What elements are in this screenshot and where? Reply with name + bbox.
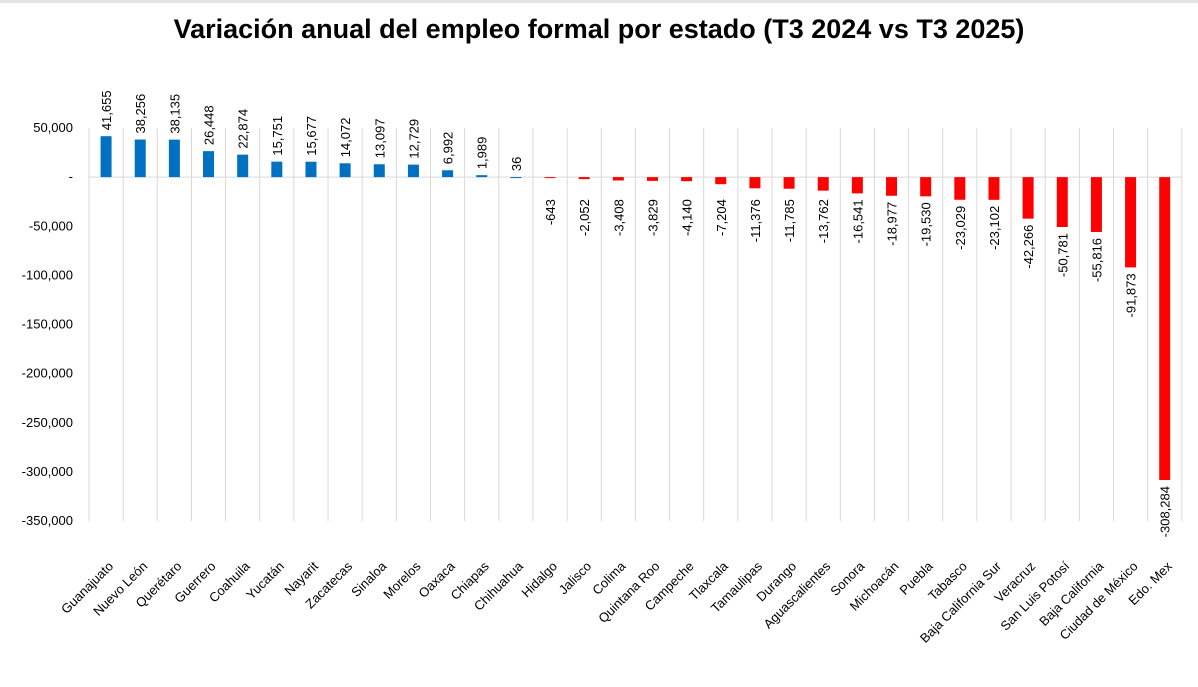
bar-chiapas (476, 175, 488, 178)
bar-ciudad-de-m-xico (1125, 177, 1137, 268)
y-tick-label: 50,000 (33, 120, 73, 135)
y-tick-label: -150,000 (22, 317, 73, 332)
data-label: -23,029 (953, 206, 968, 250)
bar-campeche (681, 177, 693, 182)
data-label: -42,266 (1021, 225, 1036, 269)
bar-jalisco (578, 177, 590, 180)
bar-nayarit (305, 161, 317, 178)
data-label: -4,140 (680, 199, 695, 236)
x-tick-label: Jalisco (556, 559, 595, 598)
data-label: -11,785 (782, 199, 797, 242)
y-tick-label: -250,000 (22, 415, 73, 430)
data-label: 36 (509, 157, 524, 171)
data-label: 38,256 (133, 94, 148, 134)
x-tick-label: Hidalgo (518, 559, 560, 601)
chart-title: Variación anual del empleo formal por es… (173, 14, 1025, 44)
bar-coahuila (237, 154, 249, 178)
bar-aguascalientes (817, 177, 829, 191)
data-label: 22,874 (236, 109, 251, 149)
bar-tamaulipas (749, 177, 761, 189)
bar-sonora (851, 177, 863, 194)
data-label: -308,284 (1158, 486, 1173, 537)
data-labels: 41,655 38,256 38,135 26,448 22,874 15,751 15,6… (99, 90, 1173, 537)
data-label: -3,408 (611, 199, 626, 236)
data-label: -19,530 (919, 202, 934, 246)
bar-puebla (920, 177, 932, 197)
data-label: 26,448 (202, 105, 217, 145)
data-label: 41,655 (99, 90, 114, 130)
bar-baja-california (1090, 177, 1102, 232)
data-label: 14,072 (338, 118, 353, 158)
data-label: 15,677 (304, 116, 319, 156)
bar-guanajuato (100, 136, 112, 178)
bar-yucat-n (271, 161, 283, 178)
bar-tlaxcala (715, 177, 727, 185)
data-label: 38,135 (167, 94, 182, 134)
data-label: 1,989 (475, 137, 490, 170)
data-label: -11,376 (748, 199, 763, 242)
data-label: -16,541 (850, 199, 865, 243)
bar-nuevo-le-n (134, 139, 146, 178)
bar-chihuahua (510, 177, 522, 179)
y-tick-label: -200,000 (22, 366, 73, 381)
bar-zacatecas (339, 163, 351, 178)
data-label: -643 (543, 199, 558, 225)
bar-michoac-n (886, 177, 898, 196)
data-label: 13,097 (372, 118, 387, 158)
bar-quintana-roo (646, 177, 658, 181)
y-tick-label: -300,000 (22, 464, 73, 479)
bar-morelos (407, 164, 419, 178)
bar-baja-california-sur (988, 177, 1000, 200)
bars (100, 136, 1171, 481)
data-label: -55,816 (1089, 238, 1104, 282)
y-axis: 50,000 - -50,000 -100,000 -150,000 -200,000 -2… (22, 120, 73, 528)
bar-san-luis-potos- (1056, 177, 1068, 228)
data-label: -3,829 (645, 199, 660, 236)
data-label: -50,781 (1055, 233, 1070, 277)
bar-tabasco (954, 177, 966, 200)
data-label: -23,102 (987, 206, 1002, 250)
bar-oaxaca (442, 170, 454, 178)
data-label: 12,729 (406, 119, 421, 159)
bar-edo-mex (1159, 177, 1171, 481)
gridlines (88, 128, 1183, 521)
data-label: -18,977 (885, 202, 900, 246)
bar-veracruz (1022, 177, 1034, 219)
bar-guerrero (203, 151, 215, 178)
data-label: -13,762 (816, 199, 831, 243)
data-label: -7,204 (714, 199, 729, 236)
bar-durango (783, 177, 795, 189)
top-border (0, 0, 1198, 3)
data-label: -91,873 (1124, 273, 1139, 317)
y-tick-label: -350,000 (22, 513, 73, 528)
y-tick-label: -100,000 (22, 267, 73, 282)
bar-quer-taro (168, 139, 180, 178)
x-tick-label: Yucatán (243, 559, 287, 603)
bar-sinaloa (373, 164, 385, 178)
y-tick-label: -50,000 (29, 218, 73, 233)
data-label: 15,751 (270, 116, 285, 156)
data-label: -2,052 (577, 199, 592, 236)
y-tick-label: - (69, 169, 73, 184)
x-tick-label: Morelos (380, 558, 424, 602)
data-label: 6,992 (441, 132, 456, 165)
bar-hidalgo (544, 177, 556, 179)
bar-colima (612, 177, 624, 181)
